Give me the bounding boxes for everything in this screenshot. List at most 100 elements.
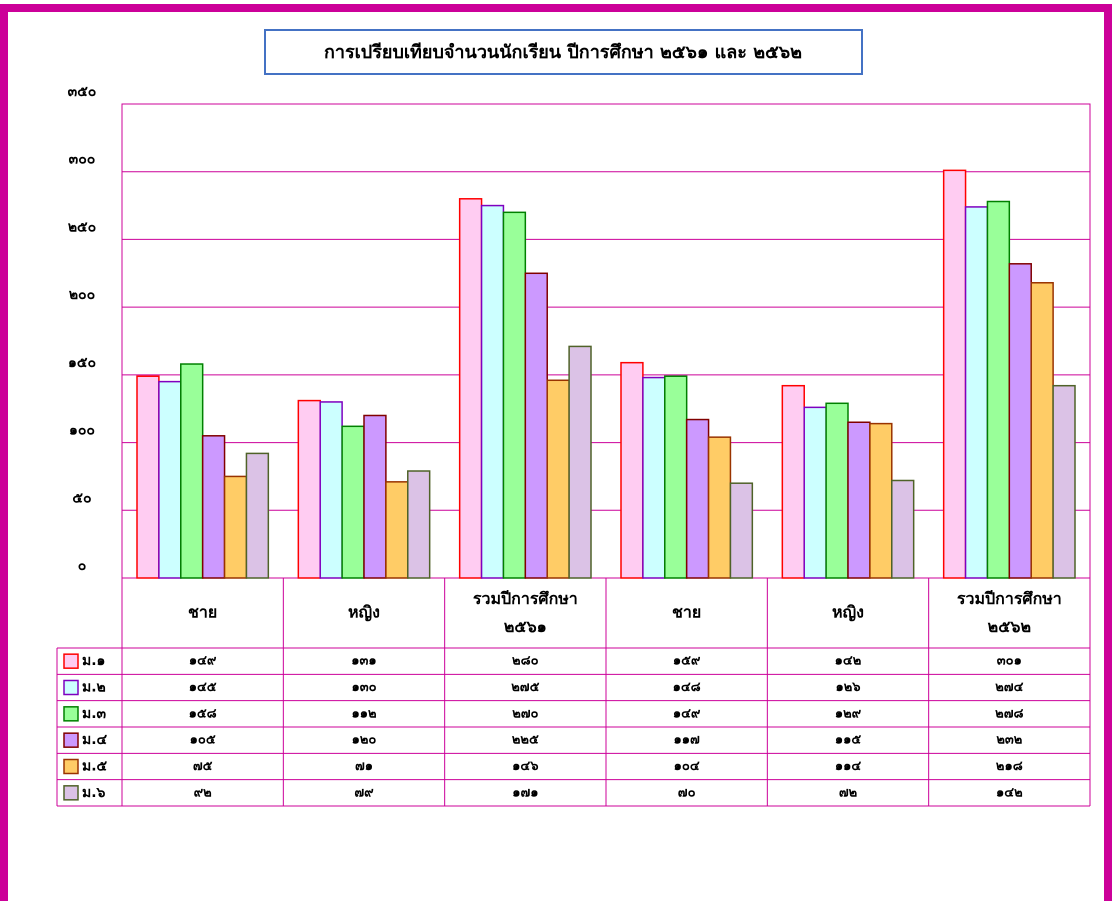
bar	[781, 384, 805, 579]
legend-swatch	[63, 732, 79, 748]
x-tick-label: ชาย	[672, 603, 701, 622]
y-tick-label: ๑๕๐	[68, 355, 96, 371]
y-tick-label: ๑๐๐	[69, 423, 95, 439]
frame	[0, 4, 1112, 901]
bar	[869, 422, 893, 579]
value-label: ๒๒๕	[512, 733, 539, 748]
bar	[1030, 282, 1054, 579]
x-tick-label: รวมปีการศึกษา๒๕๖๒	[957, 589, 1062, 636]
bar	[458, 198, 483, 579]
value-label: ๑๒๐	[352, 733, 377, 748]
value-label: ๑๐๕	[190, 733, 216, 748]
bar	[664, 375, 688, 579]
x-tick-label: รวมปีการศึกษา๒๕๖๑	[473, 589, 578, 636]
bar	[1052, 384, 1076, 579]
value-label: ๑๔๕	[189, 680, 217, 695]
value-label: ๒๗๐	[512, 706, 538, 721]
bar	[341, 425, 365, 579]
y-tick-label: ๓๕๐	[68, 84, 97, 100]
bar	[825, 402, 849, 579]
value-label: ๗๑	[355, 759, 373, 774]
bar	[524, 272, 548, 579]
y-tick-label: ๐	[78, 558, 87, 574]
value-label: ๑๕๙	[673, 654, 701, 669]
bar	[319, 401, 343, 579]
x-tick-label: ชาย	[188, 603, 217, 622]
value-label: ๒๗๘	[995, 706, 1023, 721]
value-label: ๑๓๐	[351, 680, 376, 695]
legend-label: ม.๑	[82, 653, 105, 669]
value-label: ๗๐	[678, 785, 696, 800]
value-label: ๑๕๘	[189, 706, 217, 721]
y-tick-label: ๓๐๐	[69, 152, 96, 168]
bar	[642, 376, 666, 579]
value-label: ๑๐๔	[674, 759, 700, 774]
value-label: ๑๗๑	[512, 785, 538, 800]
bar	[385, 481, 409, 579]
value-label: ๑๔๘	[673, 680, 701, 695]
bar	[891, 479, 915, 579]
bar	[480, 204, 505, 579]
bar	[1008, 263, 1032, 579]
value-label: ๑๒๙	[835, 706, 862, 721]
y-tick-label: ๒๕๐	[68, 219, 96, 235]
value-label: ๒๗๕	[511, 680, 539, 695]
bar	[407, 470, 431, 579]
legend-label: ม.๕	[82, 759, 108, 775]
value-label: ๑๑๒	[351, 706, 376, 721]
value-label: ๑๔๒	[996, 785, 1023, 800]
legend-swatch	[63, 679, 79, 696]
bar	[568, 345, 592, 579]
value-label: ๗๕	[193, 759, 213, 774]
value-label: ๒๘๐	[512, 654, 539, 669]
bar	[729, 482, 754, 579]
value-label: ๒๗๔	[995, 680, 1023, 695]
value-label: ๑๔๙	[673, 706, 701, 721]
x-tick-label: หญิง	[832, 603, 864, 623]
value-label: ๗๙	[354, 785, 374, 800]
bar	[158, 380, 182, 579]
value-label: ๒๑๘	[996, 759, 1023, 774]
plot-area	[121, 103, 1091, 579]
bar	[685, 418, 710, 579]
legend-label: ม.๒	[82, 680, 106, 696]
bar	[245, 452, 270, 579]
value-label: ๑๒๖	[835, 680, 860, 695]
value-label: ๑๑๔	[835, 759, 862, 774]
bar	[707, 436, 732, 579]
legend-label: ม.๖	[82, 785, 106, 801]
value-label: ๑๑๗	[674, 733, 701, 748]
bar	[986, 200, 1011, 579]
bar	[201, 435, 226, 579]
legend-swatch	[63, 758, 79, 775]
value-label: ๑๑๕	[835, 733, 862, 748]
bar	[942, 169, 967, 579]
bar	[297, 399, 321, 579]
bar	[136, 375, 160, 579]
value-label: ๙๒	[194, 785, 212, 800]
bar	[964, 206, 989, 579]
y-tick-label: ๕๐	[72, 490, 91, 506]
bar	[847, 421, 871, 579]
x-tick-label: หญิง	[348, 603, 380, 623]
legend-swatch	[63, 706, 79, 722]
value-label: ๗๒	[839, 785, 857, 800]
bar	[803, 406, 827, 579]
bar	[180, 363, 204, 579]
value-label: ๓๐๑	[997, 654, 1022, 669]
bar	[363, 414, 387, 579]
bar	[546, 379, 570, 579]
value-label: ๑๓๑	[351, 654, 376, 669]
bar	[620, 361, 644, 579]
legend-swatch	[63, 653, 79, 669]
title-box	[264, 29, 863, 75]
value-label: ๒๓๒	[996, 733, 1022, 748]
value-label: ๑๔๒	[835, 654, 862, 669]
value-label: ๑๔๖	[512, 759, 538, 774]
legend-label: ม.๔	[82, 732, 108, 748]
value-label: ๑๔๙	[189, 654, 217, 669]
legend-label: ม.๓	[82, 706, 107, 722]
chart-title: การเปรียบเทียบจำนวนนักเรียน ปีการศึกษา ๒…	[324, 42, 802, 63]
bar	[502, 211, 527, 579]
